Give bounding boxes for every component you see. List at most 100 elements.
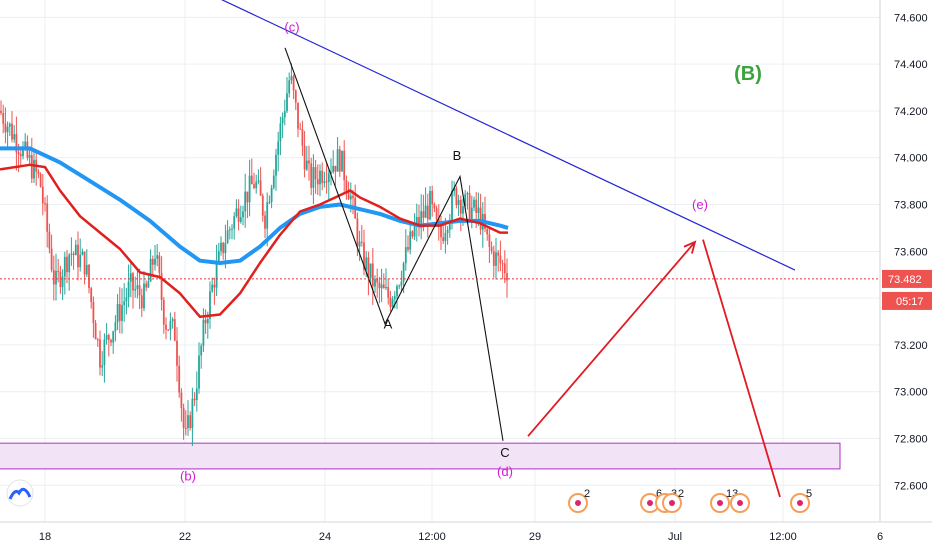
candle-body (11, 123, 13, 140)
candle-body (52, 269, 55, 285)
candle-body (220, 242, 222, 252)
candle-body (422, 211, 425, 218)
candle-body (495, 252, 497, 266)
candle-body (360, 241, 363, 243)
candle-body (400, 281, 403, 286)
candle-body (358, 241, 361, 247)
wave-label: (c) (284, 19, 299, 34)
candle-body (235, 208, 238, 217)
candle-body (105, 335, 108, 340)
price-axis[interactable]: 74.600 74.400 74.200 74.000 73.800 73.600 73.4… (879, 0, 932, 550)
candle-body (242, 211, 244, 218)
candle-body (4, 123, 7, 133)
candle-body (264, 215, 266, 229)
candle-body (250, 175, 253, 185)
candle-body (385, 286, 387, 289)
candle-body (182, 407, 185, 428)
candle-body (501, 263, 504, 265)
candle-body (19, 154, 22, 157)
candle-body (490, 246, 493, 252)
candle-body (233, 216, 236, 229)
candle-body (468, 193, 471, 221)
candle-body (127, 281, 130, 298)
time-tick-label: 6 (877, 531, 883, 543)
candle-body (415, 217, 418, 226)
candle-body (2, 112, 5, 124)
candle-body (202, 319, 205, 346)
candle-body (57, 270, 60, 272)
candle-body (387, 286, 390, 298)
candle-body (299, 128, 302, 130)
projection-arrow-up (527, 241, 696, 437)
price-tick-label: 74.600 (894, 12, 928, 24)
countdown-value: 05:17 (896, 296, 924, 308)
tv-logo[interactable] (6, 479, 34, 507)
candle-body (228, 229, 231, 231)
time-tick-label: Jul (668, 531, 682, 543)
candle-body (297, 102, 299, 129)
candle-body (143, 283, 145, 309)
candle-body (497, 252, 500, 256)
candle-body (257, 180, 260, 182)
event-dot (717, 500, 723, 506)
candle-body (24, 141, 27, 147)
candle-body (404, 247, 407, 264)
candle-body (154, 258, 156, 265)
candle-body (292, 76, 295, 91)
candle-body (464, 194, 467, 207)
candle-body (376, 279, 379, 283)
candle-body (475, 199, 478, 213)
last-price-tag (882, 269, 932, 288)
price-tick-label: 72.800 (894, 433, 928, 445)
candle-body (367, 257, 370, 279)
candle-body (398, 285, 401, 287)
candle-body (338, 149, 341, 172)
candle-body (334, 165, 337, 172)
time-axis[interactable]: 18 22 24 12:00 29 Jul 12:00 6 (0, 521, 932, 550)
wave-label: (b) (180, 469, 196, 484)
candle-body (99, 339, 101, 368)
price-tick-label: 73.200 (894, 340, 928, 352)
candle-body (446, 229, 449, 234)
candle-body (206, 318, 209, 324)
candle-body (226, 230, 229, 243)
price-tick-label: 73.600 (894, 246, 928, 258)
candle-body (149, 259, 152, 282)
event-markers[interactable]: 2632135 (568, 488, 812, 513)
event-count: 5 (806, 488, 812, 500)
event-dot (647, 500, 653, 506)
candle-body (30, 155, 33, 179)
candle-body (171, 319, 174, 322)
candle-body (286, 93, 288, 112)
candle-body (418, 217, 420, 226)
candle-body (74, 244, 77, 255)
candle-body (6, 126, 9, 133)
candle-body (426, 205, 429, 220)
candle-body (22, 146, 24, 157)
candle-body (209, 291, 211, 319)
candle-body (266, 202, 269, 229)
candle-body (356, 218, 359, 247)
candle-body (103, 339, 106, 366)
candle-body (301, 128, 304, 146)
candle-body (50, 248, 53, 270)
candle-body (374, 279, 376, 287)
candle-body (402, 263, 405, 282)
candle-body (118, 304, 121, 321)
candle-body (193, 398, 196, 401)
candle-body (123, 301, 126, 306)
candle-body (94, 322, 97, 340)
candle-body (112, 331, 115, 343)
candle-body (431, 190, 434, 205)
price-tick-label: 73.800 (894, 200, 928, 212)
candle-body (110, 339, 112, 343)
candle-body (158, 255, 161, 273)
candle-body (424, 205, 427, 218)
candle-body (88, 264, 90, 289)
candle-body (259, 180, 262, 196)
candle-body (459, 199, 462, 214)
candle-body (407, 247, 409, 250)
wave-label: B (453, 148, 462, 163)
candle-body (204, 319, 207, 324)
